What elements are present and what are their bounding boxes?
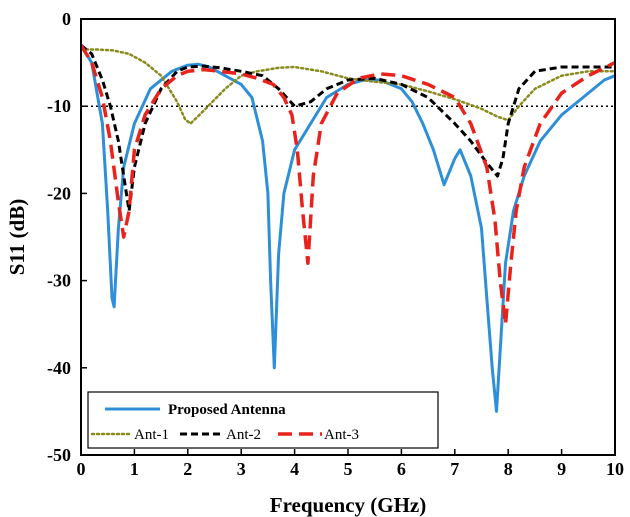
y-tick-label: 0 — [62, 9, 71, 29]
legend-label: Proposed Antenna — [168, 402, 286, 418]
x-axis-label: Frequency (GHz) — [270, 493, 427, 517]
series-line-proposed-antenna — [81, 44, 615, 413]
x-tick-label: 8 — [504, 459, 513, 479]
legend: Proposed Antenna Ant-1 Ant-2 Ant-3 — [87, 391, 439, 449]
y-tick-label: -50 — [47, 445, 71, 465]
x-tick-label: 9 — [557, 459, 566, 479]
x-tick-label: 3 — [237, 459, 246, 479]
x-tick-label: 6 — [397, 459, 406, 479]
x-tick-label: 0 — [77, 459, 86, 479]
y-tick-label: -10 — [47, 96, 71, 116]
series-line-ant-1 — [81, 48, 615, 125]
x-tick-label: 10 — [606, 459, 624, 479]
y-axis-label: S11 (dB) — [5, 199, 29, 275]
x-tick-label: 2 — [183, 459, 192, 479]
x-tick-label: 1 — [130, 459, 139, 479]
legend-label: Ant-1 — [134, 427, 169, 443]
x-tick-label: 4 — [290, 459, 299, 479]
y-tick-label: -30 — [47, 271, 71, 291]
x-tick-label: 7 — [450, 459, 459, 479]
legend-label: Ant-2 — [226, 427, 261, 443]
x-tick-label: 5 — [344, 459, 353, 479]
legend-box — [87, 391, 439, 449]
series-line-ant-2 — [81, 44, 615, 213]
x-axis: 0 1 2 3 4 5 6 7 8 9 10 — [77, 449, 624, 479]
legend-label: Ant-3 — [324, 427, 359, 443]
y-tick-label: -40 — [47, 358, 71, 378]
y-tick-label: -20 — [47, 183, 71, 203]
y-axis: 0 -10 -20 -30 -40 -50 — [47, 9, 87, 465]
series-line-ant-3 — [81, 44, 615, 326]
